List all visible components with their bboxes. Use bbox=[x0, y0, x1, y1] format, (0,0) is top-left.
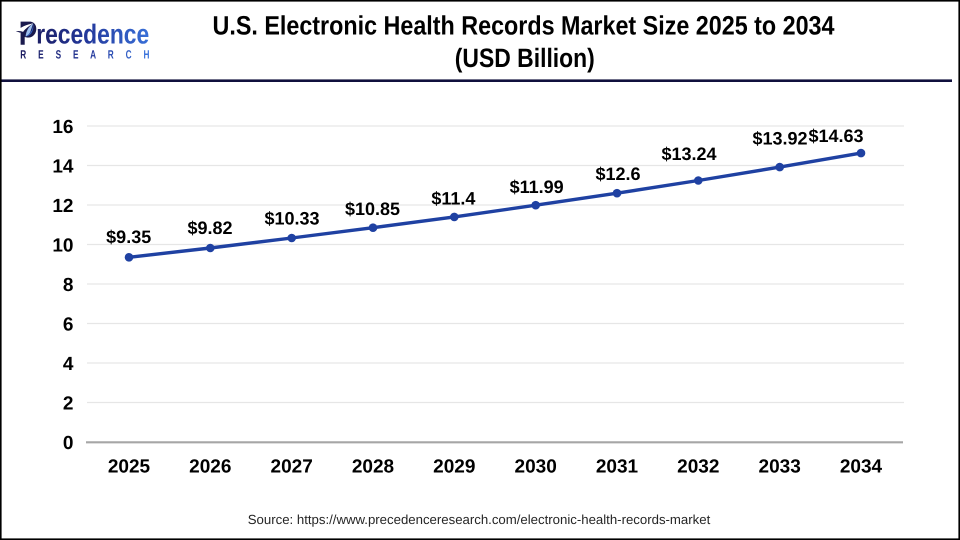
svg-text:2031: 2031 bbox=[596, 457, 639, 478]
svg-text:$10.33: $10.33 bbox=[264, 209, 319, 229]
svg-text:$13.24: $13.24 bbox=[661, 144, 716, 164]
svg-text:2026: 2026 bbox=[189, 457, 231, 478]
svg-text:$13.92: $13.92 bbox=[752, 129, 807, 149]
svg-text:2033: 2033 bbox=[759, 457, 801, 478]
svg-text:6: 6 bbox=[63, 315, 74, 336]
svg-text:R E S E A R C H: R E S E A R C H bbox=[20, 47, 154, 61]
svg-text:2034: 2034 bbox=[840, 457, 883, 478]
svg-text:$9.35: $9.35 bbox=[106, 227, 151, 247]
svg-text:0: 0 bbox=[63, 433, 74, 454]
svg-text:$10.85: $10.85 bbox=[345, 199, 400, 219]
svg-text:10: 10 bbox=[52, 236, 73, 257]
svg-text:2025: 2025 bbox=[108, 457, 151, 478]
svg-text:$9.82: $9.82 bbox=[187, 218, 232, 238]
svg-text:12: 12 bbox=[52, 196, 73, 217]
svg-text:2: 2 bbox=[63, 394, 74, 415]
svg-text:4: 4 bbox=[63, 354, 74, 375]
svg-text:2028: 2028 bbox=[352, 457, 394, 478]
svg-text:8: 8 bbox=[63, 275, 74, 296]
svg-text:recedence: recedence bbox=[36, 19, 149, 50]
svg-text:$12.6: $12.6 bbox=[595, 164, 640, 184]
svg-text:2032: 2032 bbox=[677, 457, 719, 478]
svg-text:14: 14 bbox=[52, 157, 74, 178]
svg-text:Source: https://www.precedence: Source: https://www.precedenceresearch.c… bbox=[248, 512, 711, 527]
svg-text:(USD Billion): (USD Billion) bbox=[455, 43, 595, 73]
svg-text:2029: 2029 bbox=[433, 457, 475, 478]
svg-text:2027: 2027 bbox=[271, 457, 313, 478]
svg-text:$14.63: $14.63 bbox=[808, 126, 863, 146]
svg-text:U.S. Electronic Health Records: U.S. Electronic Health Records Market Si… bbox=[213, 11, 835, 41]
svg-text:2030: 2030 bbox=[515, 457, 557, 478]
svg-text:$11.99: $11.99 bbox=[510, 177, 564, 197]
svg-text:16: 16 bbox=[52, 117, 73, 138]
svg-text:$11.4: $11.4 bbox=[431, 189, 475, 209]
